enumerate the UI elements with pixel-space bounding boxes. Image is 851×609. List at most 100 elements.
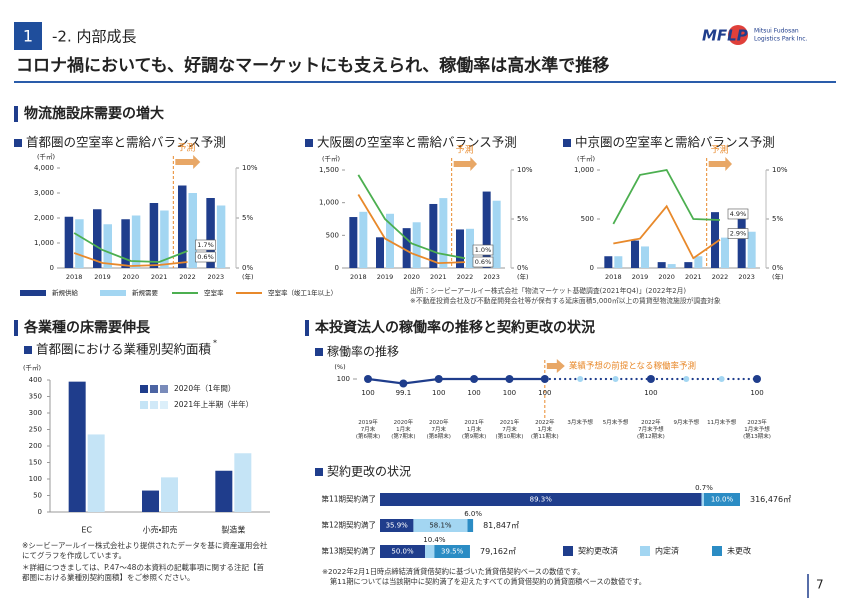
bar (142, 490, 159, 512)
bar (93, 209, 102, 268)
x-tick-label: 2020 (658, 273, 675, 281)
bar (160, 210, 169, 268)
x-tick-label: 11月末予想 (707, 420, 737, 426)
x-tick-label: 2019 (632, 273, 649, 281)
legend-swatch (563, 546, 573, 556)
point (364, 375, 372, 383)
y-tick-label: 0 (50, 264, 54, 272)
y-tick-label: 100 (29, 475, 42, 483)
category-label: 第11期契約満了 (321, 494, 376, 504)
value-label: 39.5% (441, 548, 464, 556)
bar (641, 246, 649, 268)
y2-tick-label: 5% (242, 214, 253, 222)
y-tick-label: 500 (581, 215, 594, 223)
bar (439, 198, 448, 268)
value-label: 0.7% (695, 484, 713, 492)
legend-swatch (160, 385, 168, 393)
forecast-label: 予測 (177, 142, 195, 154)
legend-swatch (20, 290, 46, 296)
value-label-box (727, 208, 749, 220)
y-tick-label: 0 (590, 264, 594, 272)
line (73, 232, 188, 263)
total-label: 81,847㎡ (483, 521, 519, 530)
bar-segment (467, 519, 474, 532)
legend-swatch (150, 401, 158, 409)
forecast-label: 予測 (456, 144, 474, 156)
y-tick-label: 0 (335, 264, 339, 272)
y2-tick-label: 5% (517, 215, 528, 223)
x-tick-label: 2022年 7月末予想 (第12期末) (637, 420, 665, 440)
value-label: 4.9% (730, 210, 747, 218)
y-tick-label: 1,000 (34, 239, 54, 247)
y-tick-label: 0 (38, 508, 42, 516)
value-label: 100 (538, 389, 551, 397)
bar (376, 237, 384, 268)
legend-label: 新規供給 (52, 288, 79, 297)
bar (121, 219, 130, 268)
x-tick-label: 2021 (151, 273, 168, 281)
x-tick-label: 2023 (483, 273, 500, 281)
x-tick-label: 2019年 7月末 (第6期末) (355, 420, 381, 440)
x-tick-label: 2022 (712, 273, 729, 281)
bar (234, 453, 252, 512)
bar (492, 200, 501, 268)
bar (694, 256, 703, 268)
title-marker (315, 468, 323, 476)
bar-segment (380, 493, 702, 506)
legend-swatch (140, 385, 148, 393)
y2-tick-label: 0% (517, 264, 528, 272)
point (753, 375, 761, 383)
point (577, 376, 584, 382)
point (683, 376, 690, 382)
x-tick-label: 2023年 1月末予想 (第13期末) (743, 420, 771, 440)
y-tick-label: 50 (33, 492, 42, 500)
legend-swatch (640, 546, 650, 556)
bar (614, 256, 623, 268)
section-number: 1 (23, 27, 33, 46)
bar (359, 211, 368, 268)
y-unit: (千㎡) (577, 154, 595, 163)
point (718, 376, 725, 382)
point (399, 379, 408, 388)
note: ※シービーアールイー株式会社より提供されたデータを基に資産運用会社にてグラフを作… (22, 541, 268, 561)
section-marker (14, 320, 18, 336)
y-tick-label: 250 (29, 426, 42, 434)
value-label: 100 (503, 389, 516, 397)
y-tick-label: 150 (29, 459, 42, 467)
y2-tick-label: 10% (772, 166, 788, 174)
title-marker (24, 346, 32, 354)
y2-tick-label: 0% (772, 264, 783, 272)
note: ※2022年2月1日時点締結済賃貸借契約に基づいた賃貸借契約ベースの数値です。 (322, 567, 584, 576)
logo-mark (728, 25, 748, 45)
x-tick-label: 2022 (179, 273, 196, 281)
title-underline (14, 81, 836, 83)
bar (64, 216, 74, 268)
x-tick-label: 製造業 (221, 525, 245, 535)
page-number: 7 (816, 578, 824, 592)
legend-label: 契約更改済 (578, 546, 618, 556)
value-label: 89.3% (530, 496, 553, 504)
value-label: 100 (467, 389, 480, 397)
x-tick-label: 2018 (350, 273, 367, 281)
y2-tick-label: 0% (242, 264, 253, 272)
bar (721, 237, 729, 268)
section-title: 本投資法人の稼働率の推移と契約更改の状況 (314, 319, 595, 336)
bar (131, 215, 141, 268)
bar-segment (380, 545, 426, 558)
forecast-arrow (546, 359, 565, 373)
x-tick-label: 5月末予想 (602, 420, 629, 426)
bar (75, 219, 84, 268)
bar (631, 240, 639, 268)
forecast-arrow (708, 157, 732, 171)
value-label: 10.4% (423, 536, 446, 544)
x-tick-label: 2018 (66, 273, 83, 281)
x-tick-label: 2019 (377, 273, 394, 281)
x-tick-label: 2020 (403, 273, 420, 281)
value-label-box (472, 256, 494, 268)
value-label: 1.0% (475, 246, 492, 254)
bar (711, 212, 719, 268)
value-label: 35.9% (386, 522, 409, 530)
x-tick-label: 3月末予想 (567, 420, 593, 426)
value-label-box (727, 228, 749, 239)
title-marker (305, 139, 313, 147)
